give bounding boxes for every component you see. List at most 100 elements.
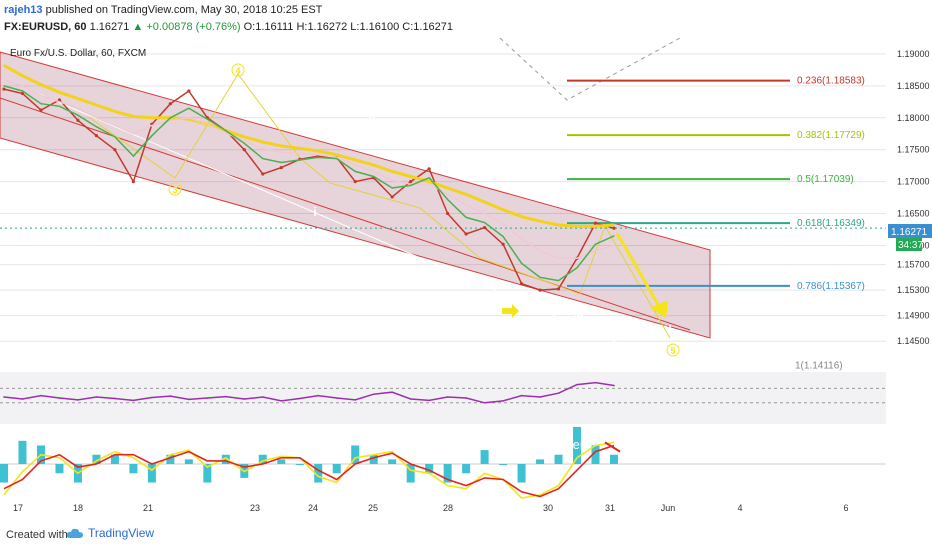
point-ma-pink xyxy=(576,257,578,259)
point-ma-yellow xyxy=(410,175,412,178)
y-tick-label: 1.19000 xyxy=(897,49,930,59)
point-price xyxy=(20,91,25,96)
x-tick-label: 23 xyxy=(250,503,260,513)
point-ma-pink xyxy=(613,244,615,247)
point-price xyxy=(556,287,561,291)
point-ma-yellow xyxy=(21,75,24,77)
wave-circle xyxy=(231,63,245,77)
point-ma-yellow xyxy=(520,216,523,218)
current-price-label: 1.16271 xyxy=(891,227,928,238)
macd-histogram-bar xyxy=(443,464,452,483)
macd-histogram-bar xyxy=(388,459,397,464)
point-price xyxy=(242,148,246,152)
macd-histogram-bar xyxy=(462,464,471,474)
point-ma-pink xyxy=(280,151,282,153)
projection-dashed xyxy=(499,38,681,101)
wave-label: iii xyxy=(573,307,583,321)
macd-histogram-bar xyxy=(369,454,378,464)
point-ma-yellow xyxy=(539,220,541,222)
point-ma-yellow xyxy=(40,83,42,86)
point-ma-green xyxy=(40,103,42,105)
point-ma-pink xyxy=(354,164,356,166)
rsi-point xyxy=(206,397,209,399)
macd-histogram-bar xyxy=(480,450,489,464)
point-ma-pink xyxy=(539,249,541,252)
rsi-point xyxy=(576,383,578,386)
price-chart[interactable]: 0.236(1.18583) 0.382(1.17729) 0.5(1.17039)… xyxy=(0,38,932,518)
point-ma-pink xyxy=(151,124,153,127)
macd-line xyxy=(3,441,615,499)
point-price xyxy=(519,282,524,286)
rsi-point xyxy=(613,384,615,387)
point-ma-yellow xyxy=(262,141,264,143)
y-tick-label: 1.14900 xyxy=(897,311,930,321)
series-price xyxy=(3,88,615,291)
x-tick-label: 4 xyxy=(737,503,742,513)
macd-histogram-bar xyxy=(184,459,193,464)
point-ma-pink xyxy=(21,85,24,87)
rsi-point xyxy=(502,400,504,402)
point-ma-pink xyxy=(169,119,171,121)
point-ma-yellow xyxy=(428,181,430,183)
wave-label: i xyxy=(313,205,316,219)
point-ma-pink xyxy=(391,179,393,181)
x-tick-label: 18 xyxy=(73,503,83,513)
tradingview-logo[interactable]: TradingView xyxy=(66,526,154,540)
macd-histogram-bar xyxy=(221,454,230,464)
point-price xyxy=(39,108,43,112)
point-ma-green xyxy=(114,136,116,138)
author-name[interactable]: rajeh13 xyxy=(4,4,43,16)
point-ma-green xyxy=(576,267,578,269)
macd-histogram-bar xyxy=(591,445,600,464)
rsi-point xyxy=(446,396,449,398)
y-tick-label: 1.18000 xyxy=(897,113,930,123)
rsi-point xyxy=(21,398,24,400)
point-ma-pink xyxy=(373,170,375,173)
y-tick-label: 1.17500 xyxy=(897,145,930,155)
chart-title: Euro Fx/U.S. Dollar, 60, FXCM xyxy=(10,48,146,59)
point-ma-green xyxy=(243,142,245,144)
macd-histogram-bar xyxy=(332,464,341,474)
rsi-point xyxy=(225,395,227,398)
publish-info: published on TradingView.com, May 30, 20… xyxy=(45,4,323,16)
y-tick-label: 1.15300 xyxy=(897,285,930,295)
rsi-point xyxy=(520,394,523,397)
rsi-point xyxy=(151,396,153,399)
x-tick-label: 30 xyxy=(543,503,553,513)
x-tick-label: 6 xyxy=(843,503,848,513)
macd-histogram-bar xyxy=(573,426,582,464)
rsi-point xyxy=(391,391,393,394)
rsi-point xyxy=(95,396,98,398)
point-ma-pink xyxy=(465,203,467,206)
x-tick-label: 31 xyxy=(605,503,615,513)
point-ma-pink xyxy=(557,257,560,259)
point-ma-pink xyxy=(447,193,449,195)
x-tick-label: 28 xyxy=(443,503,453,513)
point-ma-pink xyxy=(594,249,597,252)
rsi-point xyxy=(169,395,172,397)
point-price xyxy=(427,167,431,171)
point-ma-green xyxy=(594,243,597,245)
lower-support-line xyxy=(29,89,677,369)
macd-histogram-bar xyxy=(277,459,286,464)
point-ma-green xyxy=(447,198,449,201)
fib-label: 0.236(1.18583) xyxy=(797,76,865,87)
wave-label: ii xyxy=(369,115,376,129)
point-ma-yellow xyxy=(3,64,5,67)
open-value: O:1.16111 xyxy=(243,21,294,33)
point-ma-yellow xyxy=(243,136,245,138)
point-ma-yellow xyxy=(132,115,134,118)
point-ma-green xyxy=(225,129,227,132)
point-price xyxy=(2,87,6,91)
macd-histogram-bar xyxy=(92,454,101,464)
point-ma-pink xyxy=(77,107,79,109)
point-ma-pink xyxy=(225,132,227,134)
point-ma-pink xyxy=(428,183,430,185)
rsi-point xyxy=(317,394,320,397)
wave-label: v xyxy=(665,321,672,335)
macd-histogram-bar xyxy=(499,464,508,465)
y-tick-label: 1.14500 xyxy=(897,336,930,346)
point-ma-green xyxy=(58,105,61,107)
point-ma-green xyxy=(428,177,430,179)
wave-circle xyxy=(666,343,680,357)
